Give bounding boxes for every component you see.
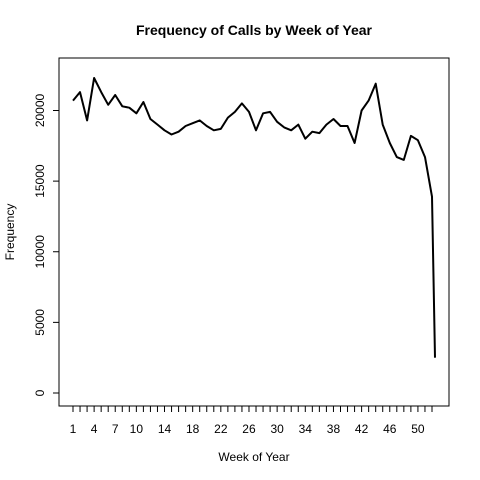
- x-tick-label: 30: [270, 422, 284, 436]
- x-tick-label: 14: [158, 422, 172, 436]
- data-point: [128, 107, 130, 109]
- x-tick-label: 46: [383, 422, 397, 436]
- data-point: [375, 83, 377, 85]
- x-tick-label: 22: [214, 422, 228, 436]
- x-tick-label: 38: [327, 422, 341, 436]
- data-point: [262, 112, 264, 114]
- data-point: [178, 131, 180, 133]
- data-point: [100, 91, 102, 93]
- data-point: [107, 104, 109, 106]
- data-point: [149, 118, 151, 120]
- data-point: [255, 129, 257, 131]
- data-point: [382, 124, 384, 126]
- data-point: [93, 77, 95, 79]
- data-point: [72, 100, 74, 102]
- data-point: [297, 124, 299, 126]
- data-point: [332, 118, 334, 120]
- data-point: [220, 128, 222, 130]
- data-point: [417, 139, 419, 141]
- data-point: [403, 159, 405, 161]
- series-line: [72, 77, 436, 358]
- data-point: [283, 126, 285, 128]
- data-point: [347, 125, 349, 127]
- x-tick-label: 1: [70, 422, 77, 436]
- data-point: [241, 102, 243, 104]
- data-point: [325, 124, 327, 126]
- data-point: [311, 131, 313, 133]
- x-tick-label: 42: [355, 422, 369, 436]
- data-point: [142, 101, 144, 103]
- y-tick-label: 0: [33, 389, 47, 396]
- x-tick-label: 4: [91, 422, 98, 436]
- x-tick-label: 18: [186, 422, 200, 436]
- data-point: [121, 105, 123, 107]
- data-point: [361, 109, 363, 111]
- plot-box: [58, 57, 450, 407]
- data-point: [276, 121, 278, 123]
- x-tick-label: 50: [411, 422, 425, 436]
- chart-title: Frequency of Calls by Week of Year: [136, 22, 373, 38]
- y-tick-label: 15000: [33, 164, 47, 198]
- data-point: [354, 142, 356, 144]
- y-tick-label: 5000: [33, 309, 47, 336]
- data-point: [199, 119, 201, 121]
- data-point: [213, 129, 215, 131]
- data-point: [339, 125, 341, 127]
- x-tick-label: 34: [299, 422, 313, 436]
- data-point: [227, 117, 229, 119]
- x-tick-label: 10: [130, 422, 144, 436]
- data-point: [434, 357, 436, 359]
- data-point: [171, 134, 173, 136]
- y-axis-label: Frequency: [3, 204, 17, 261]
- data-point: [156, 124, 158, 126]
- x-tick-label: 26: [242, 422, 256, 436]
- data-point: [185, 125, 187, 127]
- data-point: [192, 122, 194, 124]
- data-point: [431, 196, 433, 198]
- data-point: [396, 156, 398, 158]
- data-point: [206, 125, 208, 127]
- data-point: [234, 111, 236, 113]
- data-point: [248, 111, 250, 113]
- x-axis: 1 4 7 10 14 18 22 26 30 34 38 42 46 50: [70, 405, 433, 436]
- data-point: [114, 94, 116, 96]
- data-point: [135, 112, 137, 114]
- x-tick-label: 7: [112, 422, 119, 436]
- y-tick-label: 20000: [33, 93, 47, 127]
- y-axis: 0 5000 10000 15000 20000: [33, 93, 60, 396]
- data-point: [79, 91, 81, 93]
- data-point: [269, 111, 271, 113]
- data-point: [410, 135, 412, 137]
- data-point: [389, 142, 391, 144]
- data-point: [86, 119, 88, 121]
- y-tick-label: 10000: [33, 235, 47, 269]
- data-point: [290, 129, 292, 131]
- data-point: [304, 138, 306, 140]
- data-point: [164, 129, 166, 131]
- data-point: [318, 132, 320, 134]
- data-point: [424, 156, 426, 158]
- x-axis-label: Week of Year: [218, 450, 289, 464]
- data-point: [368, 100, 370, 102]
